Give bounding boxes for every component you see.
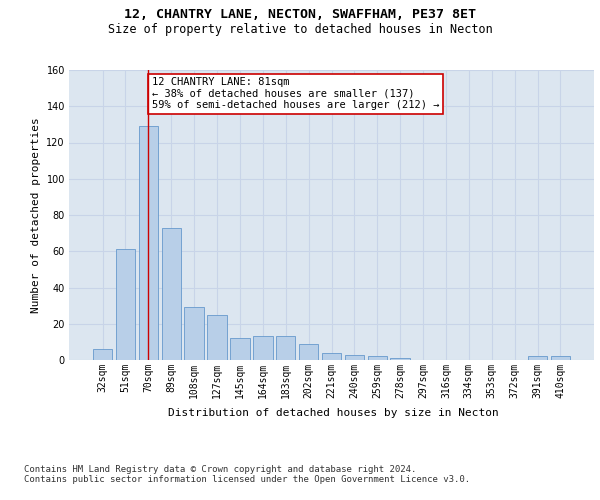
Bar	[93, 349, 112, 360]
Bar	[551, 356, 570, 360]
Y-axis label: Number of detached properties: Number of detached properties	[31, 117, 41, 313]
Bar	[276, 336, 295, 360]
Bar	[299, 344, 319, 360]
Text: 12, CHANTRY LANE, NECTON, SWAFFHAM, PE37 8ET: 12, CHANTRY LANE, NECTON, SWAFFHAM, PE37…	[124, 8, 476, 20]
Bar	[184, 308, 204, 360]
Bar	[208, 314, 227, 360]
Bar	[253, 336, 272, 360]
Bar	[344, 354, 364, 360]
Bar	[161, 228, 181, 360]
Bar	[528, 356, 547, 360]
Text: Distribution of detached houses by size in Necton: Distribution of detached houses by size …	[167, 408, 499, 418]
Bar	[116, 250, 135, 360]
Bar	[391, 358, 410, 360]
Text: Contains HM Land Registry data © Crown copyright and database right 2024.
Contai: Contains HM Land Registry data © Crown c…	[24, 465, 470, 484]
Bar	[322, 353, 341, 360]
Bar	[139, 126, 158, 360]
Bar	[368, 356, 387, 360]
Bar	[230, 338, 250, 360]
Text: Size of property relative to detached houses in Necton: Size of property relative to detached ho…	[107, 22, 493, 36]
Text: 12 CHANTRY LANE: 81sqm
← 38% of detached houses are smaller (137)
59% of semi-de: 12 CHANTRY LANE: 81sqm ← 38% of detached…	[152, 77, 439, 110]
